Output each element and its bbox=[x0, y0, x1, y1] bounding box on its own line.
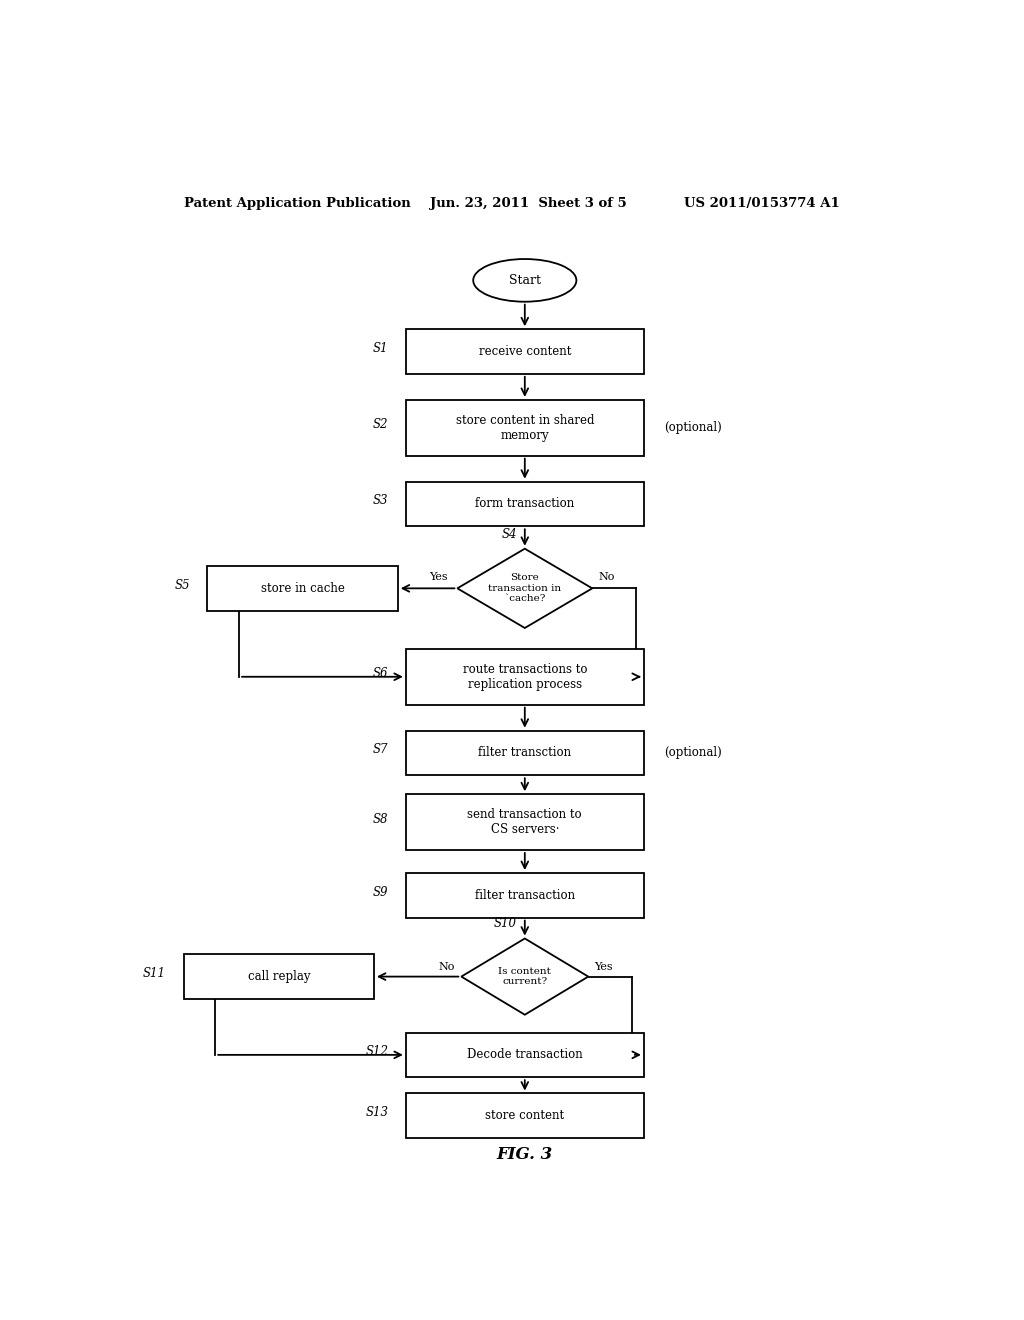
Text: form transaction: form transaction bbox=[475, 498, 574, 511]
Text: (optional): (optional) bbox=[664, 747, 722, 759]
Text: (optional): (optional) bbox=[664, 421, 722, 434]
Text: route transactions to
replication process: route transactions to replication proces… bbox=[463, 663, 587, 690]
Text: Yes: Yes bbox=[429, 573, 447, 582]
Text: store in cache: store in cache bbox=[261, 582, 344, 595]
FancyBboxPatch shape bbox=[406, 795, 644, 850]
FancyBboxPatch shape bbox=[406, 400, 644, 455]
Text: S6: S6 bbox=[373, 667, 388, 680]
FancyBboxPatch shape bbox=[207, 566, 397, 611]
FancyBboxPatch shape bbox=[406, 329, 644, 374]
Text: Patent Application Publication: Patent Application Publication bbox=[183, 197, 411, 210]
Text: receive content: receive content bbox=[478, 345, 571, 358]
Ellipse shape bbox=[473, 259, 577, 302]
FancyBboxPatch shape bbox=[406, 873, 644, 917]
Text: S11: S11 bbox=[143, 968, 166, 979]
Text: Decode transaction: Decode transaction bbox=[467, 1048, 583, 1061]
Text: store content: store content bbox=[485, 1109, 564, 1122]
Text: S7: S7 bbox=[373, 743, 388, 756]
Text: No: No bbox=[599, 573, 615, 582]
Polygon shape bbox=[461, 939, 588, 1015]
FancyBboxPatch shape bbox=[183, 954, 374, 999]
FancyBboxPatch shape bbox=[406, 1093, 644, 1138]
Polygon shape bbox=[458, 549, 592, 628]
Text: call replay: call replay bbox=[248, 970, 310, 983]
Text: FIG. 3: FIG. 3 bbox=[497, 1146, 553, 1163]
Text: S9: S9 bbox=[373, 886, 388, 899]
Text: S12: S12 bbox=[366, 1045, 388, 1059]
Text: S10: S10 bbox=[494, 917, 517, 931]
Text: Start: Start bbox=[509, 273, 541, 286]
Text: US 2011/0153774 A1: US 2011/0153774 A1 bbox=[684, 197, 840, 210]
Text: S8: S8 bbox=[373, 813, 388, 825]
Text: S1: S1 bbox=[373, 342, 388, 355]
Text: filter transaction: filter transaction bbox=[475, 888, 574, 902]
FancyBboxPatch shape bbox=[406, 649, 644, 705]
FancyBboxPatch shape bbox=[406, 731, 644, 775]
FancyBboxPatch shape bbox=[406, 482, 644, 527]
Text: send transaction to
CS servers·: send transaction to CS servers· bbox=[468, 808, 582, 836]
Text: Jun. 23, 2011  Sheet 3 of 5: Jun. 23, 2011 Sheet 3 of 5 bbox=[430, 197, 627, 210]
Text: Store
transaction in
`cache?: Store transaction in `cache? bbox=[488, 573, 561, 603]
Text: Yes: Yes bbox=[595, 961, 613, 972]
Text: filter transction: filter transction bbox=[478, 747, 571, 759]
Text: S2: S2 bbox=[373, 418, 388, 432]
Text: S5: S5 bbox=[174, 578, 189, 591]
Text: S4: S4 bbox=[502, 528, 517, 541]
Text: store content in shared
memory: store content in shared memory bbox=[456, 413, 594, 442]
Text: No: No bbox=[438, 961, 455, 972]
Text: S13: S13 bbox=[366, 1106, 388, 1119]
Text: Is content
current?: Is content current? bbox=[499, 968, 551, 986]
FancyBboxPatch shape bbox=[406, 1032, 644, 1077]
Text: S3: S3 bbox=[373, 495, 388, 507]
